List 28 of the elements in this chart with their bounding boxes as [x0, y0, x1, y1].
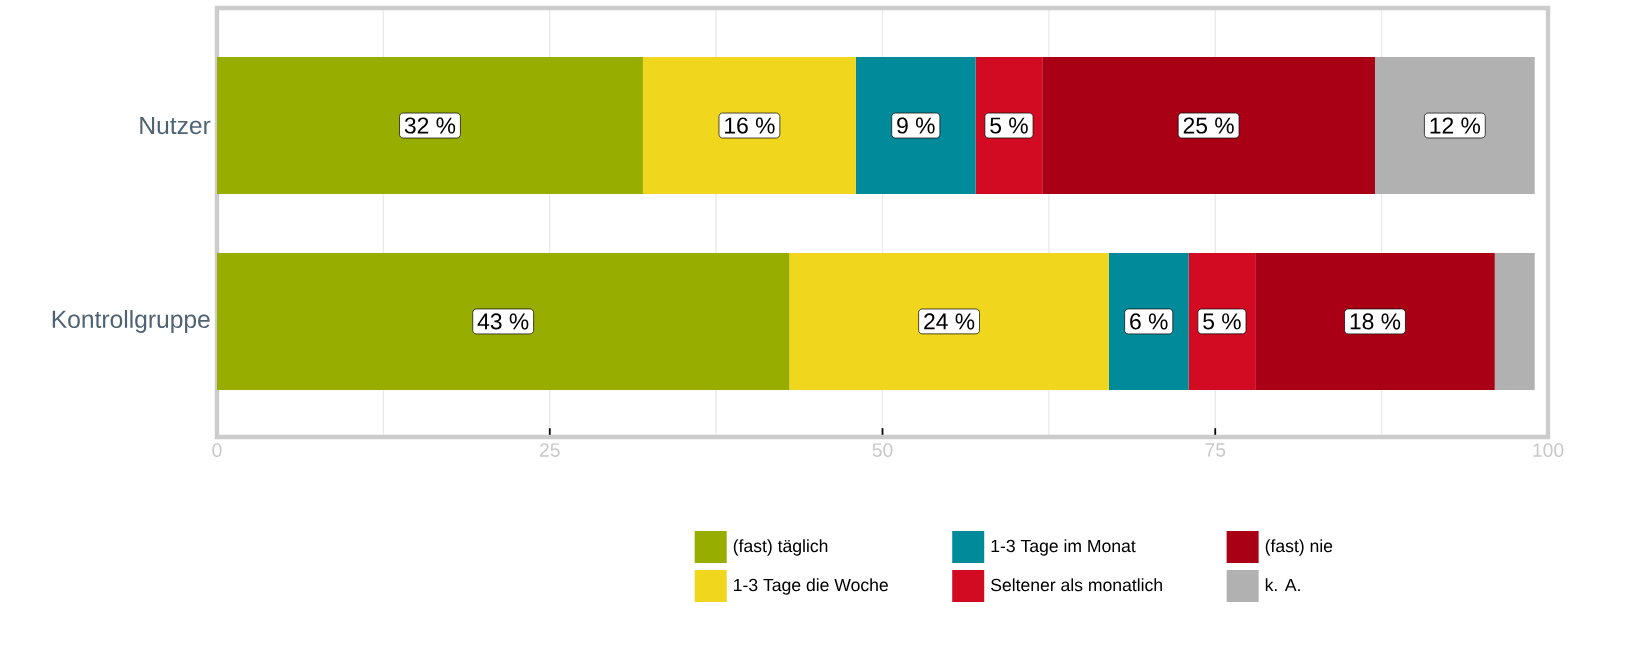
bar [1494, 252, 1535, 390]
y-tick-label: Kontrollgruppe [52, 309, 210, 333]
bar [1042, 57, 1375, 195]
bar [855, 57, 976, 195]
data-label: 6 % [1130, 313, 1168, 330]
data-label: 32 % [404, 117, 456, 134]
data-label: 18 % [1350, 313, 1401, 330]
legend-label: Seltener als monatlich [991, 578, 1162, 592]
data-label: 25 % [1183, 117, 1234, 134]
data-label: 16 % [725, 117, 775, 134]
legend-label: k. A. [1265, 578, 1300, 592]
data-label: 9 % [897, 117, 935, 134]
bar [217, 57, 643, 195]
data-label: 24 % [924, 313, 975, 330]
legend-label: 1-3 Tage im Monat [991, 539, 1136, 556]
data-label: 12 % [1430, 117, 1481, 134]
bar [789, 252, 1109, 390]
bar [1255, 252, 1495, 390]
legend-label: (fast) nie [1265, 539, 1333, 556]
y-tick-label: Nutzer [140, 116, 211, 135]
legend-label: (fast) täglich [733, 539, 828, 556]
bar [642, 57, 856, 195]
data-label: 43 % [477, 313, 529, 330]
data-label: 5 % [990, 117, 1028, 134]
bar [1374, 57, 1535, 195]
data-label: 5 % [1203, 313, 1241, 330]
legend-label: 1-3 Tage die Woche [734, 578, 888, 595]
bar [217, 252, 790, 390]
